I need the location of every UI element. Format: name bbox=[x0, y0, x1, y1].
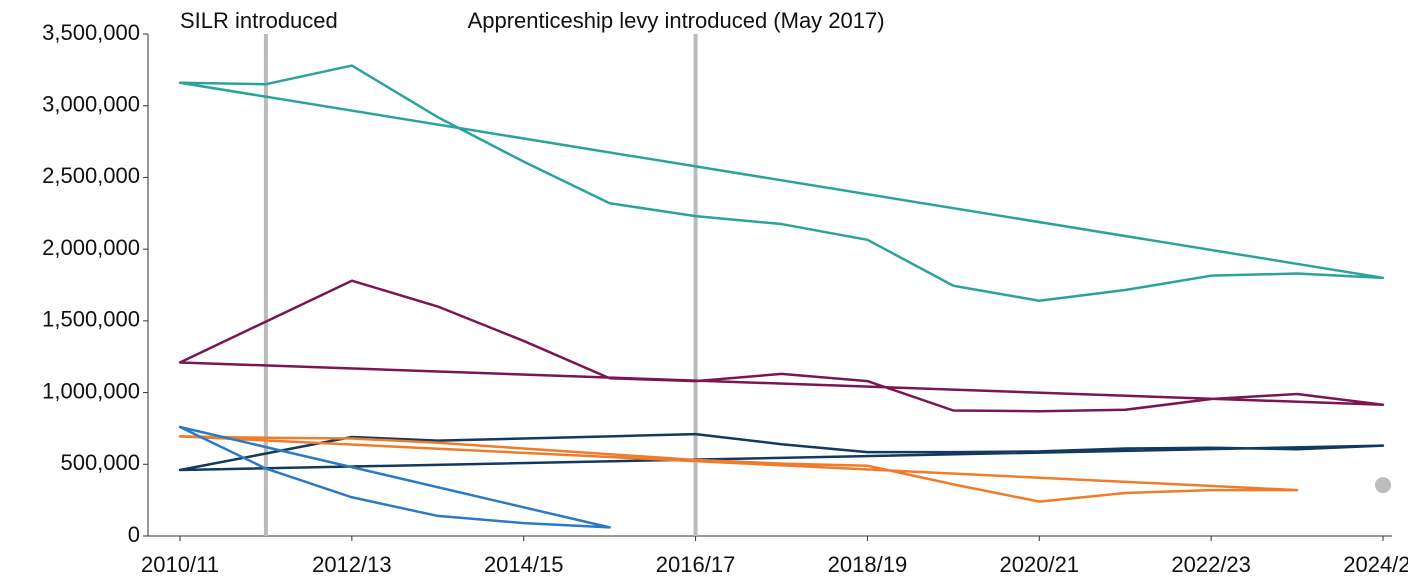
x-tick-label: 2018/19 bbox=[828, 552, 908, 577]
series-line bbox=[178, 435, 1299, 503]
x-tick-label: 2014/15 bbox=[484, 552, 564, 577]
x-tick-label: 2010/11 bbox=[141, 552, 219, 577]
point bbox=[1375, 477, 1391, 494]
y-tick-label: 500,000 bbox=[60, 450, 140, 475]
y-tick-label: 1,000,000 bbox=[42, 378, 140, 403]
series-line bbox=[178, 425, 611, 529]
y-tick-label: 3,000,000 bbox=[42, 92, 140, 117]
annotation-text: SILR introduced bbox=[180, 8, 338, 33]
x-tick-label: 2022/23 bbox=[1171, 552, 1251, 577]
annotation-text: Apprenticeship levy introduced (May 2017… bbox=[468, 8, 885, 33]
series-line bbox=[178, 64, 1385, 303]
y-tick-label: 1,500,000 bbox=[42, 307, 140, 332]
x-tick-label: 2012/13 bbox=[312, 552, 392, 577]
y-tick-label: 3,500,000 bbox=[42, 20, 140, 45]
x-tick-label: 2024/25 bbox=[1343, 552, 1408, 577]
y-tick-label: 0 bbox=[128, 522, 140, 547]
y-tick-label: 2,500,000 bbox=[42, 163, 140, 188]
x-tick-label: 2020/21 bbox=[1000, 552, 1080, 577]
series-line bbox=[178, 432, 1385, 472]
y-tick-label: 2,000,000 bbox=[42, 235, 140, 260]
x-tick-label: 2016/17 bbox=[656, 552, 736, 577]
series-line bbox=[178, 279, 1385, 413]
